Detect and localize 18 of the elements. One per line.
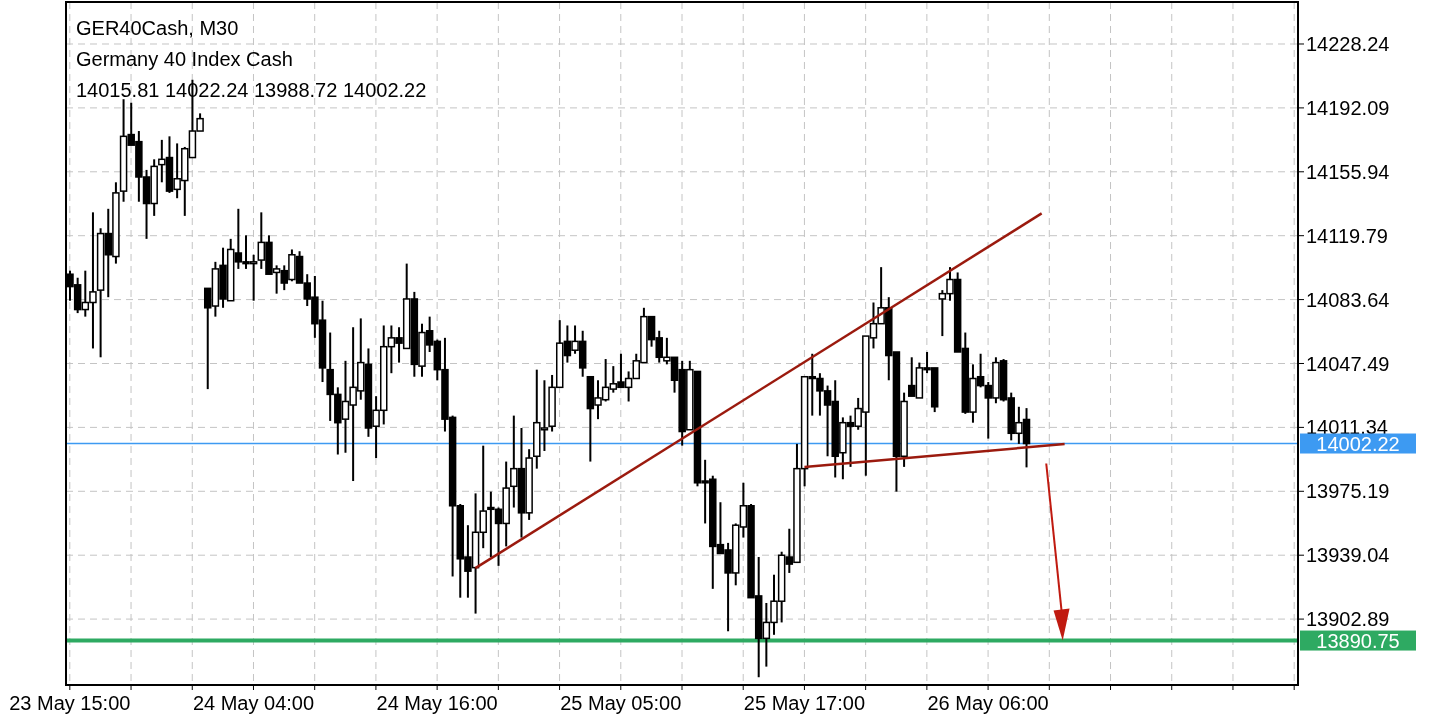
y-tick-label: 13975.19 (1306, 480, 1390, 503)
y-tick-label: 14047.49 (1306, 352, 1390, 375)
y-tick-label: 13902.89 (1306, 608, 1390, 631)
x-tick-label: 25 May 17:00 (743, 692, 866, 714)
text: GER40Cash, M30 (76, 16, 239, 40)
y-tick-label: 14119.79 (1306, 224, 1388, 247)
y-tick-label: 13939.04 (1306, 544, 1390, 567)
x-tick-label: 25 May 05:00 (560, 692, 682, 714)
x-tick-label: 26 May 06:00 (927, 692, 1049, 714)
text: Germany 40 Index Cash (76, 47, 293, 71)
x-tick-label: 24 May 04:00 (192, 692, 315, 714)
ref-line-label: 13890.75 (1316, 629, 1400, 652)
y-tick-label: 14155.94 (1306, 160, 1390, 183)
y-tick-label: 14228.24 (1306, 33, 1390, 56)
y-tick-label: 14083.64 (1306, 288, 1390, 311)
x-tick-label: 24 May 16:00 (376, 692, 498, 714)
y-tick-label: 14192.09 (1306, 97, 1390, 119)
x-tick-label: 23 May 15:00 (9, 692, 131, 714)
